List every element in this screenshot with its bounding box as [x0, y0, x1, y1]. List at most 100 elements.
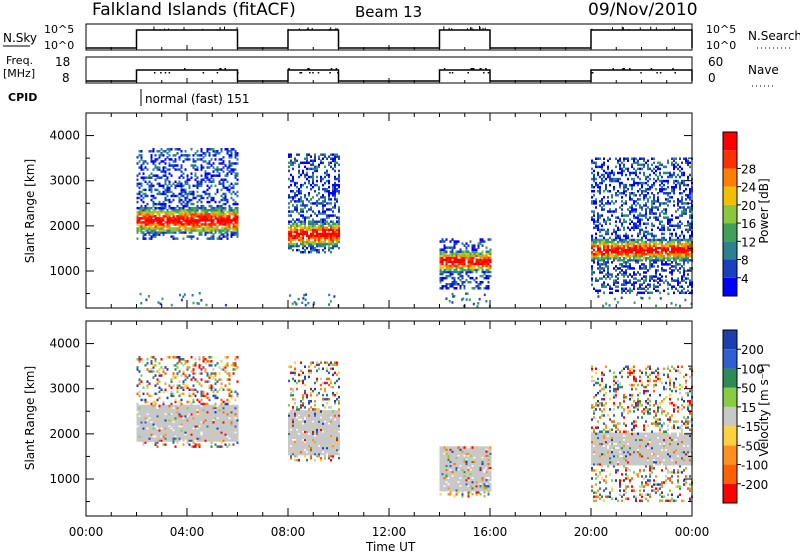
nave-dot: [470, 68, 472, 70]
power-cell: [170, 158, 173, 161]
velocity-cell: [204, 410, 207, 414]
power-cell: [681, 257, 683, 260]
power-cell: [617, 236, 619, 240]
power-cell: [677, 179, 679, 183]
power-cell: [617, 194, 619, 197]
power-cell: [290, 153, 292, 156]
velocity-cell: [142, 423, 145, 426]
power-cell: [597, 246, 599, 250]
power-cell: [176, 215, 179, 218]
power-cell: [160, 231, 163, 234]
power-cell: [655, 244, 657, 248]
velocity-cell: [156, 421, 159, 424]
velocity-cell: [200, 406, 203, 410]
velocity-cell: [140, 418, 143, 422]
velocity-cell: [156, 431, 159, 434]
power-cell: [449, 246, 452, 249]
power-cell: [320, 179, 322, 183]
power-cell: [174, 194, 177, 198]
power-cell: [174, 148, 177, 151]
power-cell: [166, 221, 169, 224]
power-cell: [190, 235, 193, 238]
power-cell: [292, 179, 294, 183]
power-cell: [439, 248, 442, 251]
power-cell: [336, 198, 338, 201]
power-cell: [318, 165, 320, 169]
power-cell: [192, 190, 195, 194]
power-cell: [647, 248, 649, 252]
power-cell: [477, 282, 480, 286]
power-cell: [234, 221, 237, 224]
velocity-cell: [176, 410, 179, 414]
power-cell: [591, 171, 593, 175]
velocity-cell: [160, 439, 163, 442]
power-cell: [294, 192, 296, 195]
power-cell: [639, 220, 641, 223]
power-cell: [449, 264, 452, 268]
power-cell: [651, 232, 653, 236]
power-cell: [599, 222, 601, 225]
power-cell: [591, 246, 593, 250]
power-cell: [461, 254, 464, 258]
power-cell: [326, 179, 328, 183]
power-cell: [655, 187, 657, 191]
power-cell: [206, 225, 209, 228]
power-cell: [138, 154, 141, 157]
power-cell: [627, 208, 629, 211]
power-cell: [168, 223, 171, 226]
velocity-cell: [188, 394, 191, 398]
power-cell: [621, 196, 623, 199]
power-cell: [190, 206, 193, 210]
power-cell: [607, 189, 609, 193]
power-cell: [453, 264, 456, 268]
power-cell: [613, 210, 615, 213]
power-cell: [322, 236, 324, 240]
power-cell: [455, 270, 458, 274]
velocity-cell: [200, 439, 203, 442]
power-cell: [673, 279, 675, 282]
power-cell: [232, 219, 235, 222]
power-cell: [196, 206, 199, 210]
velocity-cell: [148, 410, 151, 414]
power-cell: [182, 225, 185, 228]
power-cell: [320, 234, 322, 238]
power-cell: [210, 198, 213, 202]
power-cell: [655, 242, 657, 246]
power-cell: [449, 252, 452, 256]
power-cell: [308, 194, 310, 197]
power-cell: [310, 214, 312, 217]
power-cell: [615, 246, 617, 250]
velocity-cell: [202, 358, 205, 361]
power-cell: [226, 168, 229, 171]
power-cell: [637, 175, 639, 179]
power-cell: [198, 229, 201, 232]
power-cell: [334, 183, 336, 187]
power-cell: [671, 277, 673, 280]
power-cell: [481, 240, 484, 243]
power-cell: [322, 208, 324, 211]
power-cell: [621, 161, 623, 165]
power-cell: [641, 157, 643, 160]
power-cell: [619, 220, 621, 223]
power-cell: [222, 170, 225, 173]
power-cell: [230, 168, 233, 171]
power-cell: [619, 246, 621, 250]
power-cell: [623, 228, 625, 232]
power-cell: [332, 236, 334, 240]
velocity-cell: [202, 418, 205, 422]
velocity-cell: [148, 433, 151, 436]
power-cell: [320, 238, 322, 242]
power-cell: [330, 226, 332, 230]
power-cell: [160, 204, 163, 208]
velocity-cell: [166, 427, 169, 430]
power-cell: [631, 171, 633, 175]
velocity-cell: [206, 414, 209, 418]
power-cell: [162, 174, 165, 177]
power-cell: [629, 259, 631, 262]
power-cell: [324, 155, 326, 158]
power-cell: [687, 240, 689, 244]
power-cell: [230, 152, 233, 155]
power-cell: [677, 238, 679, 242]
power-cell: [595, 238, 597, 242]
velocity-cell: [198, 406, 201, 410]
